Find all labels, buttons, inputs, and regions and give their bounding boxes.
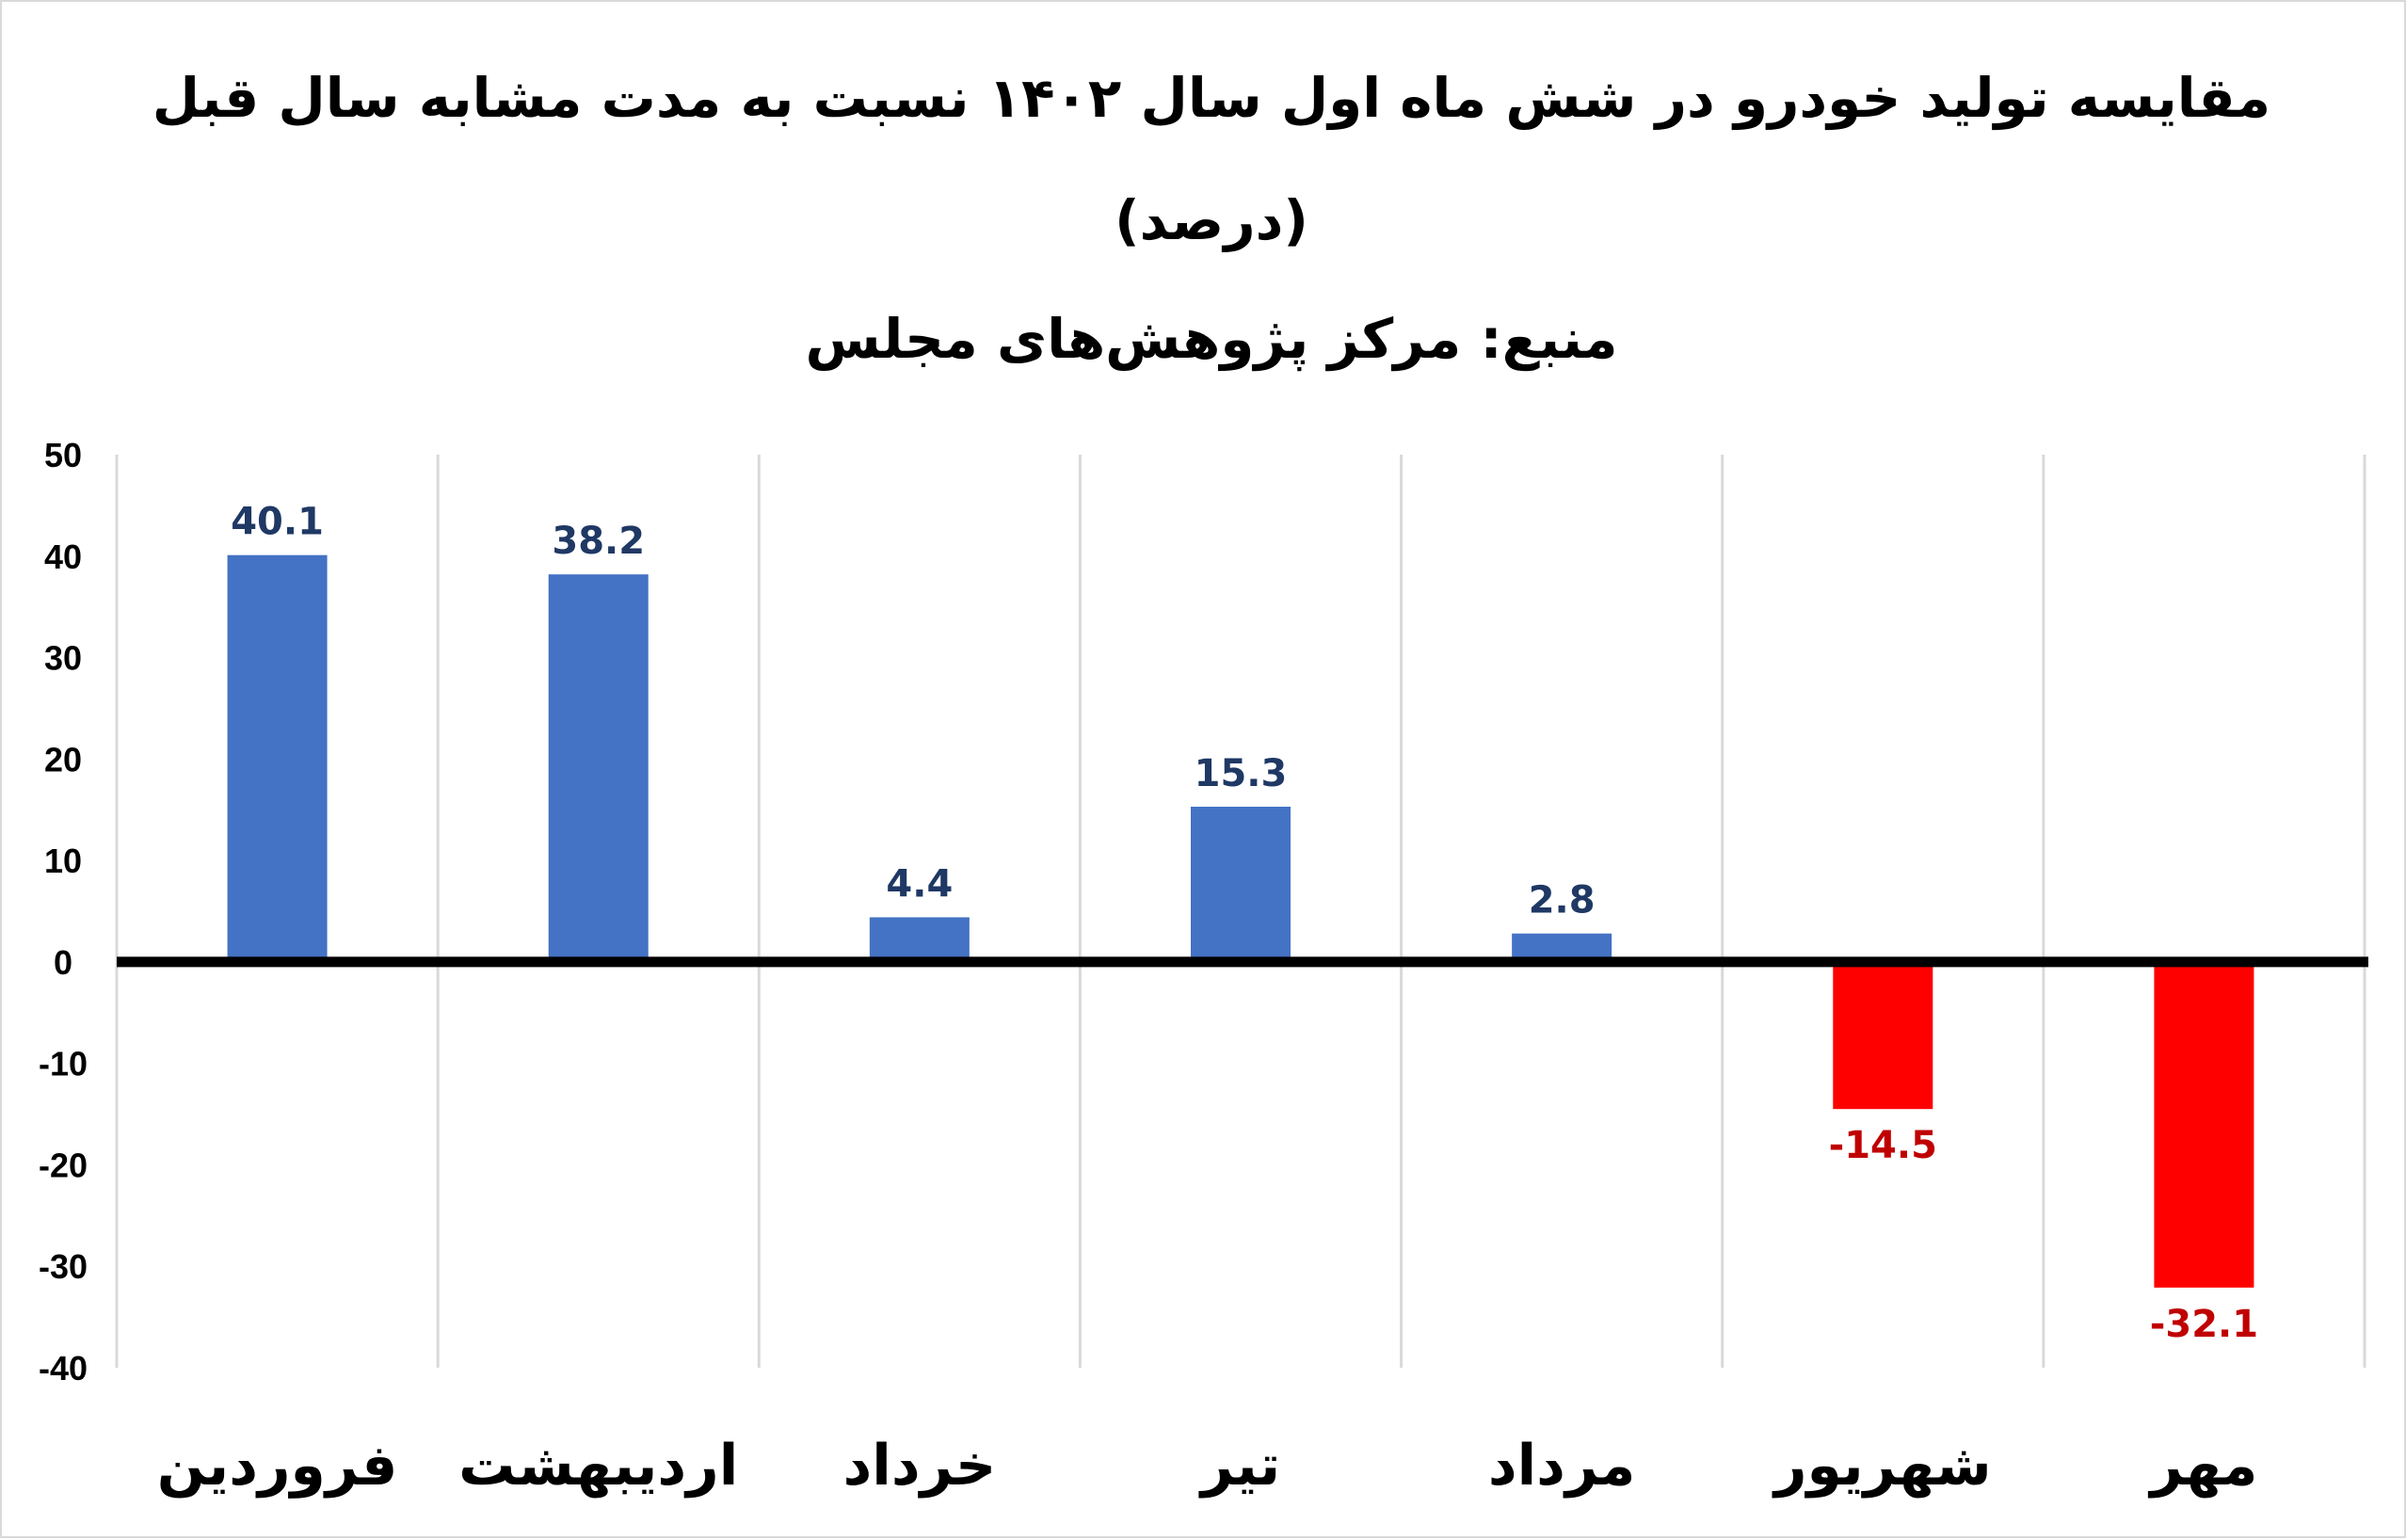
x-category-label: خرداد <box>842 1433 996 1499</box>
data-label: -14.5 <box>1829 1124 1937 1167</box>
bar-1 <box>227 554 328 962</box>
y-tick-label: 50 <box>44 436 82 474</box>
y-tick-label: 10 <box>44 842 82 880</box>
y-tick-label: 20 <box>44 740 82 778</box>
data-label: -32.1 <box>2150 1303 2258 1346</box>
bar-6 <box>1833 961 1933 1110</box>
data-label: 38.2 <box>552 520 645 563</box>
data-label: 15.3 <box>1195 752 1288 795</box>
bar-4 <box>1191 806 1291 962</box>
y-tick-label: -30 <box>39 1247 88 1286</box>
x-category-label: تیر <box>1198 1433 1280 1499</box>
bar-7 <box>2154 961 2254 1288</box>
bar-3 <box>869 917 970 962</box>
x-category-label: فروردین <box>157 1433 398 1499</box>
chart-title: مقایسه تولید خودرو در شش ماه اول سال ۱۴۰… <box>152 66 2270 131</box>
bar-2 <box>548 574 649 962</box>
x-category-label: اردیبهشت <box>458 1433 738 1499</box>
data-label: 4.4 <box>886 862 953 906</box>
x-category-label: مرداد <box>1488 1433 1636 1499</box>
x-category-label: شهریور <box>1772 1433 1992 1499</box>
y-tick-label: 30 <box>44 639 82 678</box>
chart-source: منبع: مرکز پژوهش‌های مجلس <box>805 307 1617 372</box>
y-tick-label: -20 <box>39 1146 88 1184</box>
data-label: 2.8 <box>1529 879 1596 922</box>
x-category-label: مهر <box>2147 1433 2257 1499</box>
y-tick-label: -10 <box>39 1045 88 1083</box>
chart-subtitle: (درصد) <box>1115 188 1308 252</box>
y-tick-label: 0 <box>54 943 72 982</box>
y-tick-label: 40 <box>44 537 82 576</box>
y-tick-label: -40 <box>39 1349 88 1388</box>
data-label: 40.1 <box>231 501 324 544</box>
